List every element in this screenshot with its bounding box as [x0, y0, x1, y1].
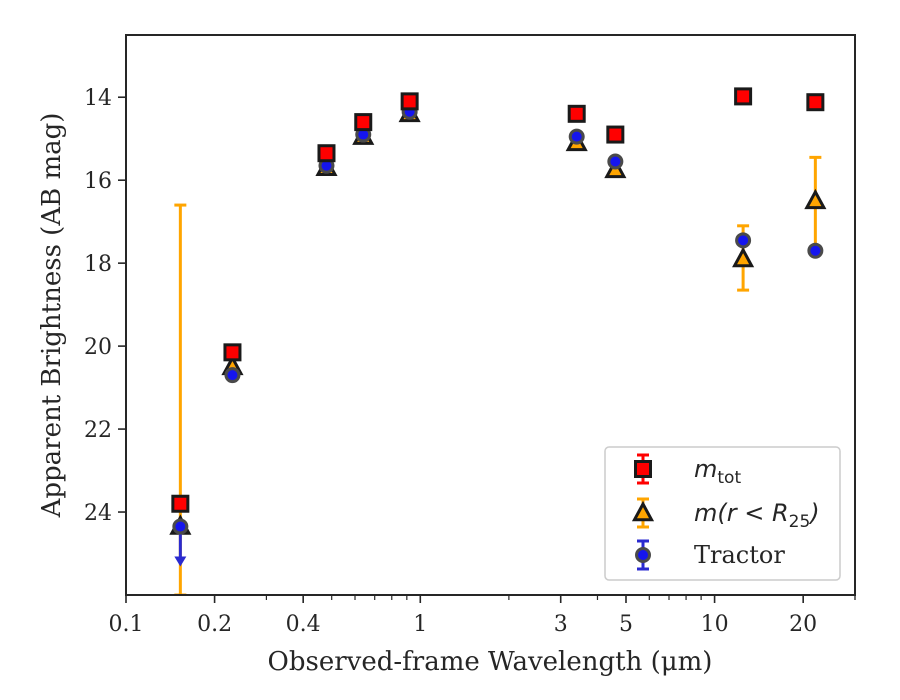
data-point-square — [567, 104, 586, 123]
data-point-square — [171, 494, 190, 513]
axes: 0.1 0.2 0.4 1 3 5 10 20 14 16 18 20 22 24 — [84, 86, 856, 637]
legend-label: mtot — [694, 455, 741, 488]
data-point-square — [354, 113, 373, 132]
plot-frame — [125, 34, 856, 596]
y-tick-label: 18 — [84, 252, 112, 277]
x-tick-label: 0.1 — [109, 612, 144, 637]
y-tick-label: 16 — [84, 169, 112, 194]
data-point-circle — [224, 367, 241, 384]
legend-marker-square — [634, 460, 652, 478]
x-tick-label: 0.2 — [197, 612, 232, 637]
legend: mtot m(r < R25) Tractor — [604, 446, 841, 581]
x-tick-label: 0.4 — [286, 612, 321, 637]
legend-label: m(r < R25) — [694, 499, 820, 532]
data-point-triangle — [732, 246, 755, 268]
legend-marker-triangle — [631, 500, 655, 522]
data-point-square — [606, 125, 625, 144]
data-point-square — [806, 93, 825, 112]
y-tick-label: 24 — [84, 501, 112, 526]
data-point-circle — [172, 518, 189, 535]
series-circle — [172, 103, 824, 567]
x-axis-label: Observed-frame Wavelength (μm) — [268, 647, 713, 677]
data-point-circle — [807, 242, 824, 259]
x-tick-label: 1 — [413, 612, 427, 637]
data-point-square — [734, 87, 753, 106]
x-tick-label: 10 — [701, 612, 729, 637]
data-point-square — [223, 343, 242, 362]
data-point-circle — [607, 153, 624, 170]
y-tick-label: 22 — [84, 418, 112, 443]
chart-marks — [169, 87, 827, 595]
x-tick-label: 5 — [619, 612, 633, 637]
y-tick-label: 20 — [84, 335, 112, 360]
data-point-circle — [568, 128, 585, 145]
series-square — [171, 87, 825, 513]
y-tick-label: 14 — [84, 86, 112, 111]
x-tick-label: 20 — [789, 612, 817, 637]
x-tick-label: 3 — [554, 612, 568, 637]
data-point-triangle — [804, 188, 827, 210]
y-axis-label: Apparent Brightness (AB mag) — [37, 113, 67, 519]
data-point-square — [400, 92, 419, 111]
data-point-circle — [735, 232, 752, 249]
legend-box — [604, 446, 841, 581]
legend-marker-circle — [635, 547, 651, 563]
upper-limit-arrowhead — [174, 556, 187, 567]
legend-label: Tractor — [694, 541, 785, 569]
data-point-square — [317, 144, 336, 163]
